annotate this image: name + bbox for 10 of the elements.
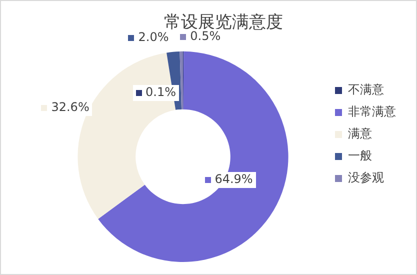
data-label: 0.5% [190,29,221,44]
data-label: 32.6% [51,100,90,114]
legend-label: 不满意 [348,82,384,97]
data-label: 0.1% [146,85,176,100]
data-label: 64.9% [214,172,253,186]
legend-label: 一般 [348,148,372,163]
legend-label: 没参观 [348,170,384,185]
legend-label: 满意 [348,126,372,141]
legend-label: 非常满意 [348,104,396,119]
data-label: 2.0% [138,30,169,44]
